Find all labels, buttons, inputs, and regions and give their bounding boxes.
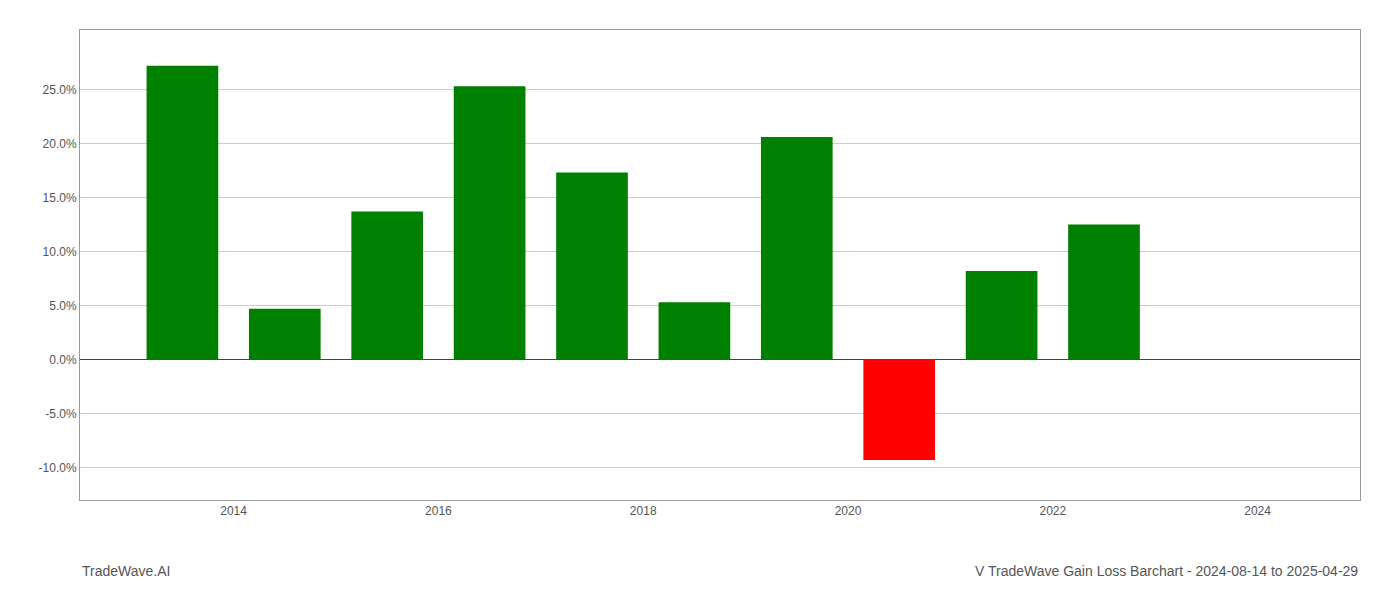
- svg-text:0.0%: 0.0%: [49, 353, 77, 367]
- svg-text:V TradeWave Gain Loss Barchart: V TradeWave Gain Loss Barchart - 2024-08…: [975, 563, 1358, 579]
- svg-text:15.0%: 15.0%: [43, 191, 77, 205]
- svg-text:TradeWave.AI: TradeWave.AI: [82, 563, 170, 579]
- svg-text:20.0%: 20.0%: [43, 137, 77, 151]
- svg-text:25.0%: 25.0%: [43, 83, 77, 97]
- svg-text:10.0%: 10.0%: [43, 245, 77, 259]
- svg-text:2020: 2020: [835, 504, 862, 518]
- svg-text:-10.0%: -10.0%: [39, 461, 77, 475]
- svg-text:-5.0%: -5.0%: [45, 407, 77, 421]
- svg-text:5.0%: 5.0%: [49, 299, 77, 313]
- svg-text:2014: 2014: [220, 504, 247, 518]
- svg-text:2018: 2018: [630, 504, 657, 518]
- svg-text:2016: 2016: [425, 504, 452, 518]
- svg-text:2024: 2024: [1244, 504, 1271, 518]
- svg-text:2022: 2022: [1039, 504, 1066, 518]
